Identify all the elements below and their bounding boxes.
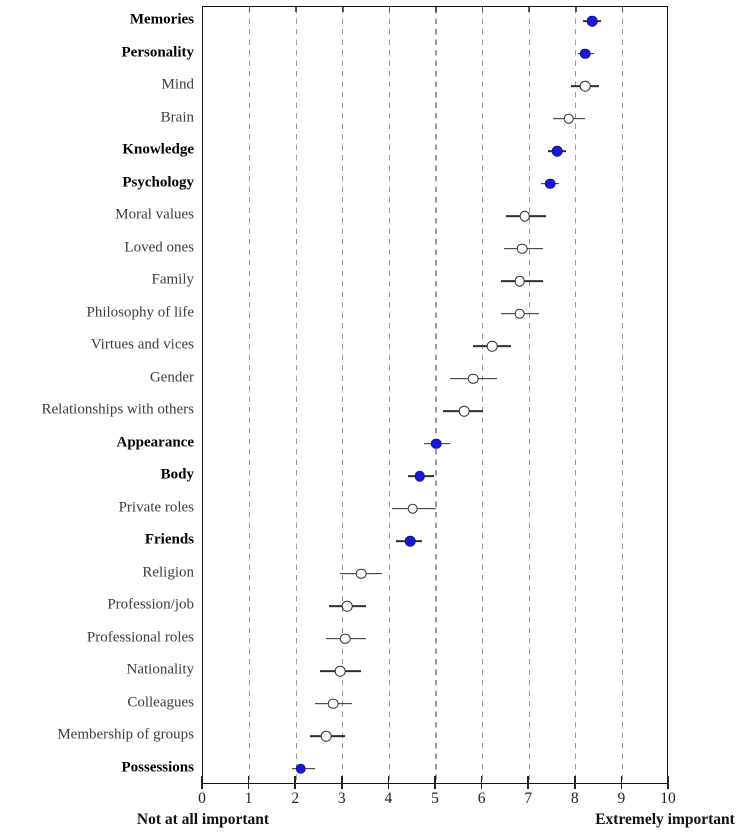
category-label: Colleagues (127, 694, 194, 710)
data-point-open (328, 698, 339, 709)
gridline-x3 (342, 8, 344, 782)
category-label: Family (151, 271, 194, 288)
category-label: Psychology (122, 174, 194, 190)
data-point-filled (430, 438, 442, 449)
category-label: Knowledge (122, 141, 194, 158)
x-tick-bottom-10 (667, 776, 669, 789)
gridline-x1 (248, 8, 251, 782)
x-tick-top-1 (248, 7, 251, 12)
x-tick-top-4 (388, 7, 391, 12)
x-tick-label-0: 0 (198, 790, 206, 807)
x-tick-label-10: 10 (660, 790, 676, 807)
x-tick-bottom-2 (294, 776, 296, 789)
data-point-open (339, 633, 351, 644)
category-label: Friends (144, 531, 194, 548)
category-label: Religion (142, 564, 194, 580)
data-point-open (519, 210, 530, 222)
x-tick-label-7: 7 (524, 790, 533, 807)
category-label: Loved ones (124, 239, 194, 255)
data-point-open (579, 80, 591, 92)
data-point-open (342, 600, 353, 612)
x-tick-top-8 (575, 7, 577, 12)
data-point-open (486, 340, 498, 352)
data-point-filled (551, 145, 563, 157)
x-tick-bottom-3 (341, 776, 343, 789)
x-tick-label-2: 2 (291, 790, 300, 807)
gridline-x8 (575, 8, 577, 782)
gridline-x2 (295, 8, 297, 782)
category-label: Relationships with others (41, 401, 195, 418)
data-point-open (407, 503, 418, 514)
data-point-open (514, 308, 526, 319)
x-tick-top-6 (481, 7, 484, 12)
category-label: Personality (121, 44, 195, 60)
category-label: Possessions (121, 759, 194, 775)
gridline-x6 (481, 8, 484, 782)
x-tick-top-9 (621, 7, 624, 12)
data-point-open (467, 373, 479, 384)
category-label: Private roles (118, 499, 194, 515)
x-tick-bottom-6 (480, 776, 483, 789)
gridline-x9 (621, 8, 624, 782)
x-tick-label-5: 5 (431, 790, 439, 807)
category-label: Memories (129, 11, 194, 28)
x-tick-label-8: 8 (570, 790, 579, 807)
category-label: Gender (149, 369, 194, 385)
x-tick-label-1: 1 (244, 790, 253, 807)
gridline-x7 (528, 8, 530, 782)
x-tick-label-6: 6 (477, 790, 486, 807)
x-tick-label-9: 9 (617, 790, 626, 807)
data-point-filled (295, 763, 307, 774)
data-point-open (335, 665, 346, 677)
x-axis-caption-right: Extremely important (595, 811, 735, 828)
x-tick-bottom-7 (527, 776, 529, 789)
category-label: Appearance (116, 434, 195, 450)
data-point-open (356, 568, 367, 579)
plot-area (202, 6, 668, 784)
data-point-filled (586, 15, 598, 27)
gridline-x4 (388, 8, 391, 782)
category-label: Nationality (126, 661, 195, 678)
data-point-filled (414, 470, 425, 482)
x-tick-bottom-0 (201, 776, 203, 789)
data-point-open (516, 243, 528, 254)
x-axis-caption-left: Not at all important (136, 811, 270, 828)
x-tick-top-2 (295, 7, 297, 12)
x-tick-bottom-9 (620, 776, 623, 789)
category-label: Virtues and vices (90, 336, 194, 353)
data-point-open (458, 405, 470, 417)
x-tick-label-3: 3 (337, 790, 346, 807)
category-label: Membership of groups (57, 726, 194, 743)
data-point-filled (405, 535, 416, 547)
category-label: Mind (161, 76, 194, 93)
category-label: Brain (160, 109, 194, 125)
category-label: Profession/job (107, 596, 194, 613)
data-point-open (514, 275, 526, 287)
x-tick-bottom-5 (434, 776, 436, 789)
x-tick-bottom-8 (574, 776, 576, 789)
gridline-x5 (435, 8, 437, 782)
category-label: Professional roles (86, 629, 194, 645)
x-tick-top-3 (342, 7, 344, 12)
x-tick-bottom-1 (247, 776, 250, 789)
x-tick-top-7 (528, 7, 530, 12)
category-label: Philosophy of life (86, 304, 195, 320)
x-tick-top-5 (435, 7, 437, 12)
data-point-open (563, 113, 575, 124)
data-point-open (321, 730, 332, 742)
category-label: Body (160, 466, 194, 483)
data-point-filled (544, 178, 556, 189)
data-point-filled (579, 48, 591, 59)
x-tick-bottom-4 (387, 776, 390, 789)
category-label: Moral values (115, 206, 194, 223)
x-tick-label-4: 4 (384, 790, 393, 807)
